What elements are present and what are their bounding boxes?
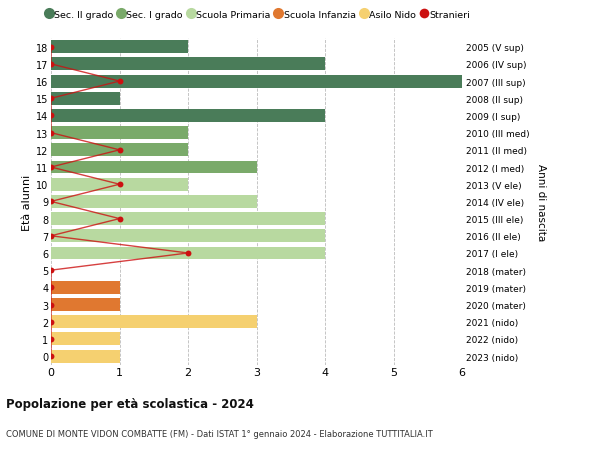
Text: COMUNE DI MONTE VIDON COMBATTE (FM) - Dati ISTAT 1° gennaio 2024 - Elaborazione : COMUNE DI MONTE VIDON COMBATTE (FM) - Da… <box>6 429 433 438</box>
Point <box>46 233 56 240</box>
Bar <box>51 350 119 363</box>
Point <box>183 250 193 257</box>
Point <box>46 319 56 326</box>
Bar <box>51 316 257 329</box>
Point <box>46 44 56 51</box>
Point <box>115 215 124 223</box>
Point <box>115 181 124 189</box>
Y-axis label: Età alunni: Età alunni <box>22 174 32 230</box>
Bar <box>51 247 325 260</box>
Bar <box>51 230 325 243</box>
Bar <box>51 127 188 140</box>
Bar <box>51 144 188 157</box>
Point <box>46 95 56 103</box>
Bar <box>51 213 325 225</box>
Point <box>46 130 56 137</box>
Bar <box>51 41 188 54</box>
Point <box>46 301 56 308</box>
Point <box>46 61 56 68</box>
Legend: Sec. II grado, Sec. I grado, Scuola Primaria, Scuola Infanzia, Asilo Nido, Stran: Sec. II grado, Sec. I grado, Scuola Prim… <box>43 7 473 23</box>
Point <box>46 112 56 120</box>
Point <box>46 353 56 360</box>
Bar <box>51 58 325 71</box>
Bar <box>51 161 257 174</box>
Text: Popolazione per età scolastica - 2024: Popolazione per età scolastica - 2024 <box>6 397 254 410</box>
Bar <box>51 333 119 346</box>
Bar <box>51 110 325 123</box>
Point <box>115 78 124 85</box>
Point <box>115 147 124 154</box>
Bar <box>51 93 119 106</box>
Point <box>46 267 56 274</box>
Point <box>46 336 56 343</box>
Bar <box>51 196 257 208</box>
Bar <box>51 75 462 88</box>
Point <box>46 198 56 206</box>
Point <box>46 164 56 171</box>
Bar <box>51 281 119 294</box>
Y-axis label: Anni di nascita: Anni di nascita <box>536 163 547 241</box>
Bar <box>51 298 119 311</box>
Bar <box>51 179 188 191</box>
Point <box>46 284 56 291</box>
